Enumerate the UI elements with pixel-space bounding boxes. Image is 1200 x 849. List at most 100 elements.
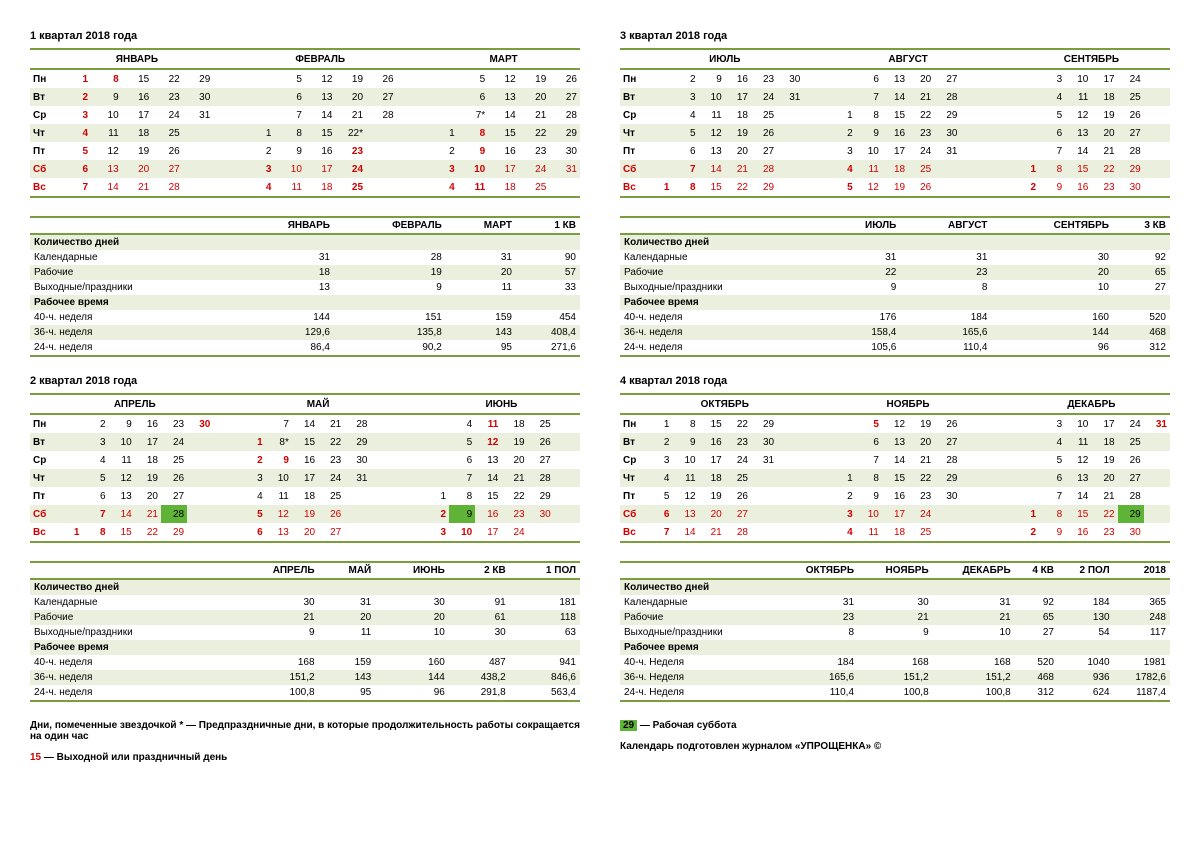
summary-val: 168 bbox=[227, 655, 319, 670]
day-cell: 22 bbox=[908, 106, 934, 124]
dow-label: Сб bbox=[30, 160, 61, 178]
summary-val bbox=[446, 234, 516, 250]
day-cell: 24 bbox=[1118, 414, 1144, 433]
day-cell: 19 bbox=[882, 178, 908, 197]
day-cell: 3 bbox=[1039, 69, 1065, 88]
day-cell: 26 bbox=[152, 142, 183, 160]
day-cell: 9 bbox=[1039, 523, 1065, 542]
summary-label: 36-ч. Неделя bbox=[620, 670, 776, 685]
day-cell bbox=[1144, 88, 1170, 106]
day-cell: 16 bbox=[882, 487, 908, 505]
summary-val: 1782,6 bbox=[1114, 670, 1170, 685]
day-cell bbox=[56, 451, 82, 469]
summary-val: 31 bbox=[933, 595, 1015, 610]
summary-val: 165,6 bbox=[776, 670, 858, 685]
quarter-title: 4 квартал 2018 года bbox=[620, 375, 1170, 387]
day-cell: 13 bbox=[305, 88, 336, 106]
day-cell: 25 bbox=[318, 487, 344, 505]
day-cell: 31 bbox=[1144, 414, 1170, 433]
day-cell: 25 bbox=[751, 106, 777, 124]
day-cell: 14 bbox=[882, 451, 908, 469]
day-cell: 6 bbox=[1039, 469, 1065, 487]
summary-val bbox=[446, 295, 516, 310]
dow-label: Ср bbox=[30, 451, 56, 469]
day-cell: 3 bbox=[244, 160, 275, 178]
day-cell: 6 bbox=[646, 505, 672, 523]
day-cell: 19 bbox=[725, 124, 751, 142]
day-cell bbox=[183, 178, 214, 197]
summary-val: 144 bbox=[375, 670, 449, 685]
day-cell: 12 bbox=[475, 433, 501, 451]
summary-val: 31 bbox=[319, 595, 376, 610]
day-cell: 25 bbox=[161, 451, 187, 469]
summary-val: 30 bbox=[227, 595, 319, 610]
summary-label: 40-ч. Неделя bbox=[620, 655, 776, 670]
day-cell: 18 bbox=[122, 124, 153, 142]
day-cell: 13 bbox=[475, 451, 501, 469]
summary-val: 92 bbox=[1113, 250, 1170, 265]
summary-label: Календарные bbox=[30, 595, 227, 610]
day-cell bbox=[646, 160, 672, 178]
day-cell: 11 bbox=[266, 487, 292, 505]
summary-val: 165,6 bbox=[900, 325, 991, 340]
day-cell: 8 bbox=[672, 178, 698, 197]
day-cell: 8 bbox=[856, 106, 882, 124]
summary-val: 30 bbox=[858, 595, 933, 610]
day-cell: 8 bbox=[1039, 505, 1065, 523]
day-cell: 26 bbox=[161, 469, 187, 487]
day-cell: 18 bbox=[1091, 433, 1117, 451]
day-cell: 4 bbox=[61, 124, 92, 142]
day-cell bbox=[1144, 469, 1170, 487]
day-cell: 16 bbox=[475, 505, 501, 523]
summary-val: 20 bbox=[319, 610, 376, 625]
day-cell: 31 bbox=[934, 142, 960, 160]
summary-label: Рабочие bbox=[620, 265, 825, 280]
day-cell: 15 bbox=[475, 487, 501, 505]
day-cell bbox=[1013, 414, 1039, 433]
day-cell: 11 bbox=[458, 178, 489, 197]
summary-val bbox=[1113, 234, 1170, 250]
summary-label: Рабочие bbox=[620, 610, 776, 625]
day-cell: 10 bbox=[856, 505, 882, 523]
summary-label: 40-ч. неделя bbox=[30, 655, 227, 670]
summary-val: 312 bbox=[1113, 340, 1170, 356]
day-cell bbox=[777, 451, 803, 469]
day-cell: 25 bbox=[725, 469, 751, 487]
day-cell: 23 bbox=[908, 487, 934, 505]
legend-ws: 29 — Рабочая суббота bbox=[620, 720, 1170, 731]
summary-val: 11 bbox=[446, 280, 516, 295]
dow-label: Вт bbox=[30, 433, 56, 451]
day-cell: 7 bbox=[61, 178, 92, 197]
summary-val bbox=[933, 640, 1015, 655]
day-cell: 9 bbox=[274, 142, 305, 160]
summary-col: МАЙ bbox=[319, 562, 376, 579]
day-cell: 17 bbox=[135, 433, 161, 451]
summary-label: 24-ч. неделя bbox=[30, 685, 227, 701]
day-cell: 1 bbox=[646, 178, 672, 197]
summary-val: 96 bbox=[991, 340, 1113, 356]
day-cell: 14 bbox=[488, 106, 519, 124]
day-cell: 7 bbox=[672, 160, 698, 178]
day-cell bbox=[960, 451, 986, 469]
summary-val: 291,8 bbox=[449, 685, 510, 701]
day-cell bbox=[549, 178, 580, 197]
summary-val bbox=[858, 579, 933, 595]
day-cell bbox=[187, 433, 213, 451]
month-header: ФЕВРАЛЬ bbox=[244, 49, 397, 69]
day-cell: 9 bbox=[458, 142, 489, 160]
summary-val: 22 bbox=[825, 265, 901, 280]
day-cell: 27 bbox=[528, 451, 554, 469]
day-cell: 28 bbox=[934, 88, 960, 106]
day-cell bbox=[1013, 433, 1039, 451]
day-cell bbox=[1013, 88, 1039, 106]
day-cell: 28 bbox=[366, 106, 397, 124]
left-column: 1 квартал 2018 годаЯНВАРЬФЕВРАЛЬМАРТПн18… bbox=[30, 30, 580, 773]
day-cell bbox=[370, 505, 396, 523]
day-cell bbox=[183, 124, 214, 142]
summary-val bbox=[237, 234, 334, 250]
day-cell: 18 bbox=[292, 487, 318, 505]
summary-col: 2 ПОЛ bbox=[1058, 562, 1114, 579]
day-cell: 16 bbox=[292, 451, 318, 469]
summary-val: 129,6 bbox=[237, 325, 334, 340]
day-cell: 3 bbox=[1039, 414, 1065, 433]
